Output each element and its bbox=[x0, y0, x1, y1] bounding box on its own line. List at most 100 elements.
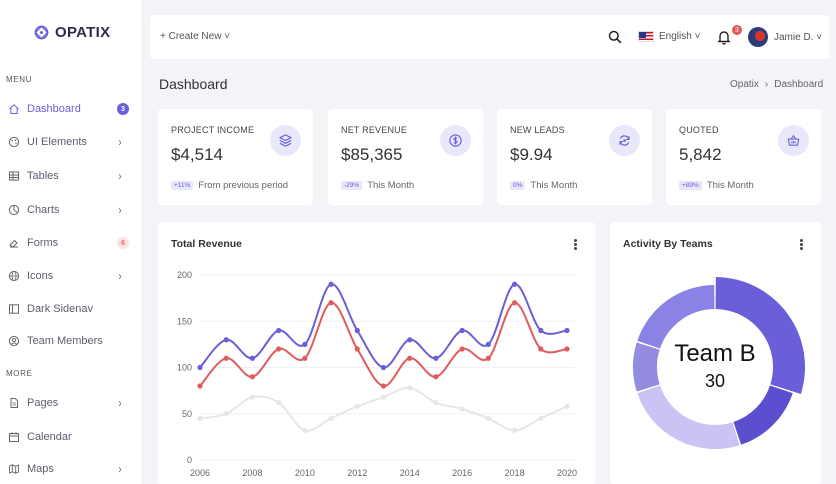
sidebar-item-ui-elements[interactable]: UI Elements › bbox=[0, 130, 143, 154]
refresh-icon bbox=[609, 125, 640, 156]
data-point[interactable] bbox=[328, 415, 334, 421]
data-point[interactable] bbox=[538, 415, 544, 421]
data-point[interactable] bbox=[249, 355, 256, 361]
breadcrumb-link-opatix[interactable]: Opatix bbox=[730, 79, 759, 90]
data-point[interactable] bbox=[433, 400, 439, 406]
table-icon bbox=[8, 170, 20, 182]
data-point[interactable] bbox=[538, 327, 544, 334]
data-point[interactable] bbox=[302, 355, 308, 361]
data-point[interactable] bbox=[380, 383, 387, 389]
series-line bbox=[199, 386, 568, 432]
sidebar-item-forms[interactable]: Forms 6 bbox=[0, 231, 143, 255]
sidebar-item-label: Calendar bbox=[27, 431, 72, 443]
stat-change-badge: 0% bbox=[510, 181, 526, 190]
sidebar-item-label: Pages bbox=[27, 397, 59, 409]
data-point[interactable] bbox=[197, 415, 203, 421]
data-point[interactable] bbox=[249, 374, 256, 380]
panel-title: Activity By Teams bbox=[623, 238, 713, 250]
data-point[interactable] bbox=[328, 281, 334, 287]
data-point[interactable] bbox=[197, 364, 203, 371]
data-point[interactable] bbox=[380, 394, 387, 400]
data-point[interactable] bbox=[511, 427, 518, 433]
sidebar-item-tables[interactable]: Tables › bbox=[0, 164, 143, 188]
data-point[interactable] bbox=[538, 346, 544, 352]
data-point[interactable] bbox=[197, 383, 203, 389]
user-menu[interactable]: Jamie D. ˅ bbox=[748, 27, 822, 47]
brand-logo[interactable]: OPATIX bbox=[34, 24, 110, 41]
data-point[interactable] bbox=[433, 374, 439, 380]
breadcrumb-current: Dashboard bbox=[774, 79, 824, 90]
data-point[interactable] bbox=[302, 427, 308, 433]
data-point[interactable] bbox=[511, 300, 518, 306]
data-point[interactable] bbox=[354, 346, 360, 352]
forms-count-badge: 6 bbox=[117, 237, 129, 249]
data-point[interactable] bbox=[249, 394, 256, 400]
data-point[interactable] bbox=[564, 346, 570, 352]
bell-icon[interactable] bbox=[716, 29, 732, 45]
sidebar-item-dashboard[interactable]: Dashboard 3 bbox=[0, 97, 143, 121]
donut-segment[interactable] bbox=[733, 385, 793, 445]
data-point[interactable] bbox=[407, 337, 413, 343]
dollar-icon bbox=[440, 125, 471, 156]
sidebar-item-team-members[interactable]: Team Members bbox=[0, 329, 143, 353]
donut-segment[interactable] bbox=[633, 342, 660, 392]
sidebar-item-calendar[interactable]: Calendar bbox=[0, 425, 143, 449]
donut-segment[interactable] bbox=[637, 285, 715, 349]
data-point[interactable] bbox=[276, 327, 282, 334]
data-point[interactable] bbox=[459, 327, 465, 334]
data-point[interactable] bbox=[276, 400, 282, 406]
sidebar-item-label: Dark Sidenav bbox=[27, 303, 94, 315]
data-point[interactable] bbox=[354, 403, 360, 409]
data-point[interactable] bbox=[223, 337, 229, 343]
data-point[interactable] bbox=[564, 327, 570, 334]
more-options-icon[interactable] bbox=[800, 239, 804, 251]
donut-segment[interactable] bbox=[715, 277, 805, 394]
sidebar-item-icons[interactable]: Icons › bbox=[0, 264, 143, 288]
donut-segment[interactable] bbox=[637, 385, 740, 449]
stat-label: PROJECT INCOME bbox=[171, 125, 255, 135]
language-selector[interactable]: English ˅ bbox=[638, 31, 700, 42]
donut-center-value: 30 bbox=[705, 371, 725, 391]
stat-value: 5,842 bbox=[679, 145, 722, 164]
team-activity-donut-chart: Team B 30 bbox=[633, 277, 805, 449]
data-point[interactable] bbox=[354, 327, 360, 334]
data-point[interactable] bbox=[485, 341, 491, 347]
chevron-right-icon: › bbox=[118, 135, 122, 149]
sidebar-item-dark-sidenav[interactable]: Dark Sidenav bbox=[0, 297, 143, 321]
stat-card-quoted: QUOTED 5,842 +89% This Month bbox=[666, 109, 821, 205]
avatar bbox=[748, 27, 768, 47]
y-tick-label: 50 bbox=[182, 409, 192, 419]
us-flag-icon bbox=[638, 31, 654, 42]
stat-subtext: +11% From previous period bbox=[171, 180, 288, 191]
menu-section-label: MENU bbox=[6, 75, 32, 84]
data-point[interactable] bbox=[276, 346, 282, 352]
donut-center-label: Team B bbox=[674, 340, 755, 367]
data-point[interactable] bbox=[459, 406, 465, 412]
search-icon[interactable] bbox=[608, 30, 622, 44]
data-point[interactable] bbox=[485, 355, 491, 361]
data-point[interactable] bbox=[223, 355, 229, 361]
sidebar-item-maps[interactable]: Maps › bbox=[0, 457, 143, 481]
x-tick-label: 2010 bbox=[295, 468, 315, 478]
sidebar-item-charts[interactable]: Charts › bbox=[0, 198, 143, 222]
map-icon bbox=[8, 463, 20, 475]
data-point[interactable] bbox=[302, 341, 308, 347]
create-new-button[interactable]: + Create New ˅ bbox=[160, 31, 231, 42]
data-point[interactable] bbox=[433, 355, 439, 361]
user-name: Jamie D. ˅ bbox=[774, 31, 823, 43]
sidebar-item-pages[interactable]: Pages › bbox=[0, 391, 143, 415]
data-point[interactable] bbox=[511, 281, 518, 287]
data-point[interactable] bbox=[485, 415, 491, 421]
stat-value: $9.94 bbox=[510, 145, 553, 164]
data-point[interactable] bbox=[459, 346, 465, 352]
stat-value: $85,365 bbox=[341, 145, 403, 164]
sidebar-item-label: Dashboard bbox=[27, 103, 81, 115]
data-point[interactable] bbox=[407, 355, 413, 361]
data-point[interactable] bbox=[564, 403, 570, 409]
y-tick-label: 0 bbox=[187, 455, 192, 465]
data-point[interactable] bbox=[380, 364, 387, 371]
data-point[interactable] bbox=[223, 411, 229, 417]
data-point[interactable] bbox=[407, 385, 413, 391]
data-point[interactable] bbox=[328, 300, 334, 306]
more-options-icon[interactable] bbox=[574, 239, 578, 251]
